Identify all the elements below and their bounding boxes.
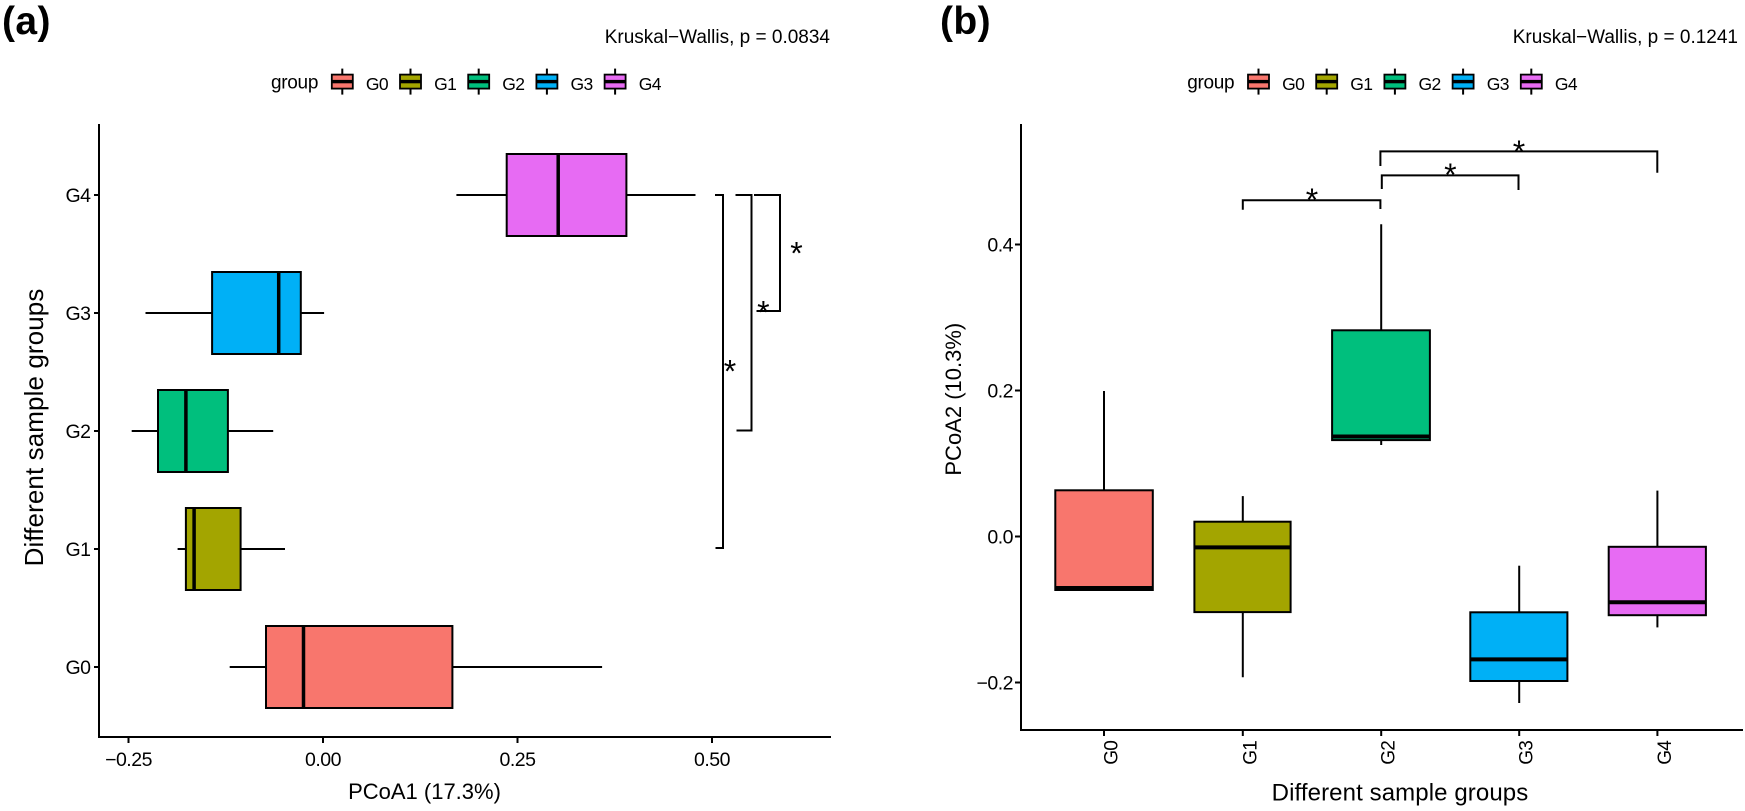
svg-text:Different sample groups: Different sample groups bbox=[19, 289, 49, 567]
svg-text:G1: G1 bbox=[1350, 74, 1372, 94]
svg-text:0.0: 0.0 bbox=[987, 526, 1013, 548]
svg-text:0.50: 0.50 bbox=[694, 749, 731, 771]
svg-text:G0: G0 bbox=[1282, 74, 1305, 94]
svg-text:G0: G0 bbox=[65, 657, 91, 679]
svg-text:G1: G1 bbox=[1240, 741, 1261, 765]
svg-text:−0.25: −0.25 bbox=[105, 749, 152, 771]
svg-text:G3: G3 bbox=[571, 74, 593, 94]
svg-text:0.00: 0.00 bbox=[305, 749, 342, 771]
svg-text:*: * bbox=[724, 353, 736, 389]
svg-text:(a): (a) bbox=[2, 0, 51, 43]
svg-text:(b): (b) bbox=[940, 0, 991, 43]
svg-text:0.25: 0.25 bbox=[500, 749, 537, 771]
svg-text:group: group bbox=[271, 73, 318, 94]
svg-text:*: * bbox=[757, 295, 769, 331]
svg-text:Kruskal−Wallis, p = 0.1241: Kruskal−Wallis, p = 0.1241 bbox=[1513, 27, 1738, 48]
svg-text:PCoA2 (10.3%): PCoA2 (10.3%) bbox=[941, 323, 966, 476]
svg-text:G3: G3 bbox=[65, 303, 90, 325]
svg-text:G4: G4 bbox=[1555, 74, 1578, 94]
svg-text:G1: G1 bbox=[434, 74, 456, 94]
svg-text:G2: G2 bbox=[65, 421, 90, 443]
svg-text:G4: G4 bbox=[1655, 740, 1676, 765]
svg-text:0.2: 0.2 bbox=[987, 380, 1013, 402]
svg-text:G0: G0 bbox=[1102, 741, 1123, 765]
svg-text:G0: G0 bbox=[366, 74, 389, 94]
svg-text:Different sample groups: Different sample groups bbox=[1272, 780, 1529, 807]
svg-text:*: * bbox=[1306, 182, 1318, 218]
svg-text:0.4: 0.4 bbox=[987, 234, 1013, 256]
svg-text:*: * bbox=[1444, 157, 1456, 193]
svg-text:G4: G4 bbox=[65, 185, 91, 207]
svg-text:G2: G2 bbox=[502, 74, 524, 94]
svg-text:*: * bbox=[1513, 134, 1525, 170]
svg-text:PCoA1 (17.3%): PCoA1 (17.3%) bbox=[348, 779, 501, 804]
svg-text:group: group bbox=[1187, 73, 1234, 94]
svg-text:−0.2: −0.2 bbox=[977, 672, 1014, 694]
svg-text:G4: G4 bbox=[639, 74, 662, 94]
svg-text:G2: G2 bbox=[1379, 741, 1400, 765]
svg-text:G1: G1 bbox=[65, 539, 90, 561]
svg-text:G3: G3 bbox=[1487, 74, 1509, 94]
svg-text:*: * bbox=[790, 236, 802, 272]
svg-text:G2: G2 bbox=[1419, 74, 1441, 94]
svg-text:G3: G3 bbox=[1517, 741, 1538, 765]
svg-text:Kruskal−Wallis, p = 0.0834: Kruskal−Wallis, p = 0.0834 bbox=[605, 27, 831, 48]
